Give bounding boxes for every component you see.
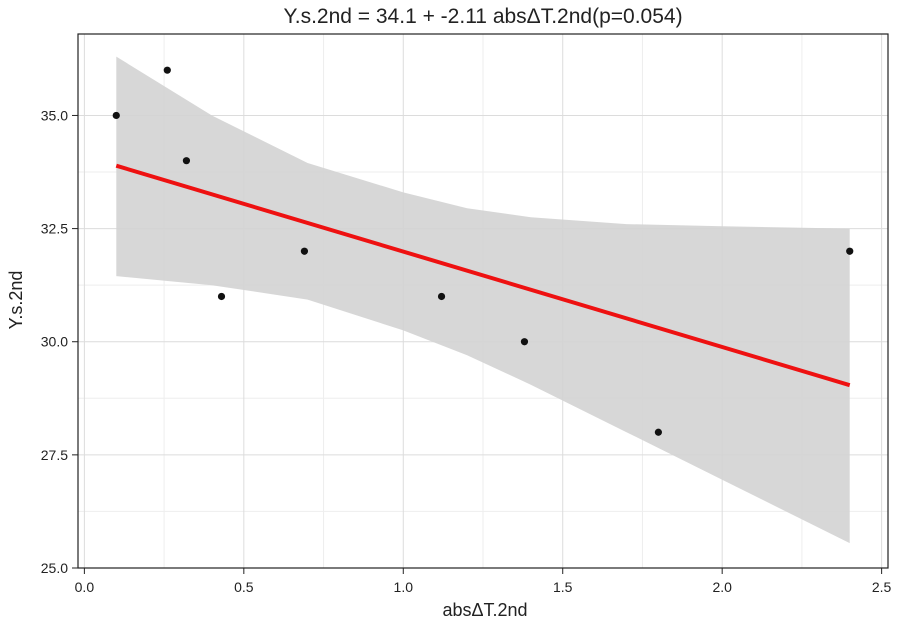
- data-point: [182, 157, 191, 165]
- data-point: [112, 111, 120, 120]
- chart-title: Y.s.2nd = 34.1 + -2.11 absΔT.2nd(p=0.054…: [283, 5, 682, 28]
- x-tick-label: 1.0: [394, 579, 414, 595]
- x-axis-label: absΔT.2nd: [442, 600, 527, 620]
- y-axis-label: Y.s.2nd: [6, 271, 26, 330]
- confidence-band-layer: [116, 56, 850, 544]
- data-points: [112, 66, 854, 436]
- x-tick-label: 1.5: [553, 579, 573, 595]
- data-point: [846, 247, 854, 255]
- data-point: [520, 338, 529, 346]
- x-tick-label: 0.5: [234, 579, 254, 595]
- y-tick-label: 27.5: [41, 447, 68, 463]
- fit-line-layer: [115, 163, 851, 388]
- x-tick-label: 2.5: [872, 579, 892, 595]
- data-point: [163, 66, 171, 74]
- data-point: [300, 247, 309, 255]
- plot-frame: [77, 33, 889, 569]
- x-axis-ticks: 0.0 0.5 1.0 1.5 2.0 2.5: [75, 568, 892, 595]
- y-tick-label: 30.0: [41, 334, 68, 350]
- y-axis-ticks: 25.0 27.5 30.0 32.5 35.0: [41, 107, 78, 576]
- y-tick-label: 25.0: [41, 560, 68, 576]
- x-tick-label: 2.0: [712, 579, 732, 595]
- y-tick-label: 35.0: [41, 107, 68, 123]
- data-point: [654, 428, 662, 436]
- confidence-band: [116, 56, 850, 544]
- data-point: [217, 292, 226, 301]
- y-tick-label: 32.5: [41, 221, 68, 237]
- x-tick-label: 0.0: [75, 579, 95, 595]
- regression-line: [115, 163, 851, 388]
- data-point: [437, 292, 446, 301]
